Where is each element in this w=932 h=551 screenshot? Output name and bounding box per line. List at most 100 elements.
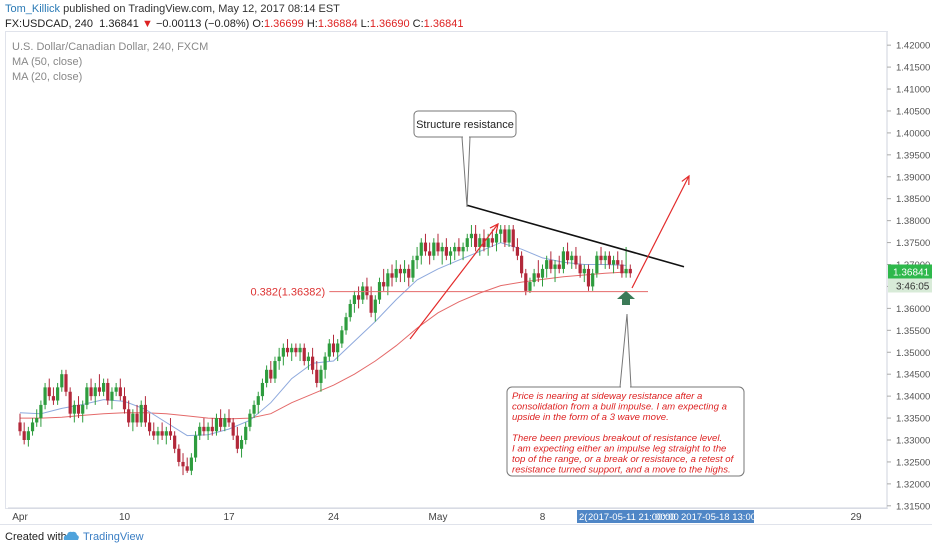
candle-body <box>586 268 591 287</box>
candle-body <box>35 418 39 423</box>
candle-body <box>214 418 219 432</box>
candle-body <box>114 387 118 392</box>
candle-body <box>106 382 110 401</box>
candle-body <box>415 255 419 261</box>
candle-body <box>432 242 436 256</box>
candle-body <box>143 404 147 423</box>
candle-body <box>85 387 89 405</box>
candle-body <box>624 268 628 274</box>
candle-body <box>18 422 22 432</box>
candle-body <box>273 361 277 379</box>
candle-body <box>578 264 582 274</box>
price-tick-label: 1.41000 <box>896 85 930 96</box>
candle-body <box>298 347 302 353</box>
price-axis[interactable]: 1.42000 1.41500 1.41000 1.40500 1.40000 1.395… <box>886 32 932 512</box>
legend-ma20[interactable]: MA (20, close) <box>12 71 83 83</box>
candle-body <box>51 396 56 401</box>
time-tick-label: Apr <box>12 512 28 523</box>
tradingview-brand[interactable]: TradingView <box>83 531 144 543</box>
candle-body <box>319 369 323 383</box>
candle-body <box>620 264 624 274</box>
countdown-label: 3:46:05 <box>896 281 930 292</box>
candle-body <box>394 268 398 278</box>
candle-body <box>344 317 348 331</box>
note-line: consolidation from a bull impulse. I am … <box>512 402 727 413</box>
price-tick-label: 1.33000 <box>896 436 930 447</box>
time-tick-label: 10 <box>119 512 131 523</box>
candle-body <box>574 255 578 265</box>
price-tick-label: 1.35500 <box>896 326 930 337</box>
candle-body <box>193 435 198 458</box>
candle-body <box>499 229 503 234</box>
candle-body <box>60 374 64 388</box>
candle-body <box>444 246 448 256</box>
candle-body <box>281 347 285 357</box>
candle-body <box>294 347 298 353</box>
symbol-label: FX:USDCAD, 240 <box>5 18 94 30</box>
price-tick-label: 1.31500 <box>896 501 930 512</box>
candle-body <box>361 286 365 300</box>
ohlc-line: FX:USDCAD, 240 1.36841 ▼ −0.00113 (−0.08… <box>5 18 463 30</box>
projection-arrow-head <box>681 174 690 186</box>
candle-body <box>440 246 444 252</box>
candle-body <box>557 264 561 269</box>
chart-header: Tom_Killick published on TradingView.com… <box>0 0 932 31</box>
candle-body <box>39 404 43 419</box>
change-value: −0.00113 (−0.08%) <box>155 18 250 30</box>
projection-arrow <box>631 175 690 289</box>
candle-body <box>30 422 35 432</box>
candle-body <box>532 273 536 283</box>
candle-body <box>348 304 352 318</box>
candle-body <box>181 461 185 467</box>
candle-body <box>202 426 206 432</box>
candle-body <box>478 238 482 247</box>
candle-body <box>595 255 599 274</box>
legend-ma50[interactable]: MA (50, close) <box>12 56 83 68</box>
publish-line: Tom_Killick published on TradingView.com… <box>5 3 340 15</box>
candle-body <box>611 260 616 265</box>
time-axis[interactable]: Apr101724May829122(2017-05-11 21:00:0000… <box>8 507 932 523</box>
candle-body <box>436 242 440 252</box>
candle-body <box>419 242 423 256</box>
candle-body <box>173 435 177 449</box>
candle-body <box>457 246 461 252</box>
candle-body <box>511 229 515 247</box>
candle-body <box>131 413 135 423</box>
candle-body <box>628 268 632 274</box>
high-label: H: <box>306 18 318 30</box>
price-tick-label: 1.40000 <box>896 128 930 139</box>
candle-body <box>97 387 102 392</box>
candles <box>18 225 632 476</box>
candle-body <box>56 387 60 401</box>
drawings[interactable]: Structure resistance Price is nearing at … <box>409 110 745 477</box>
time-tick-label: 29 <box>850 512 862 523</box>
price-tick-label: 1.34000 <box>896 392 930 403</box>
candle-body <box>206 426 210 432</box>
time-tick-label: 17 <box>223 512 235 523</box>
candle-body <box>331 343 336 353</box>
candle-body <box>189 457 193 471</box>
price-tick-label: 1.39000 <box>896 172 930 183</box>
candle-body <box>486 238 490 247</box>
candle-body <box>461 246 465 252</box>
candle-body <box>453 246 457 252</box>
candle-body <box>469 233 474 239</box>
candle-body <box>89 387 93 397</box>
time-tick-label: 8 <box>540 512 546 523</box>
price-tick-label: 1.33500 <box>896 414 930 425</box>
author-link[interactable]: Tom_Killick <box>5 3 61 15</box>
impulse-arrow-head <box>489 222 499 233</box>
candle-body <box>248 413 252 427</box>
candle-body <box>118 387 122 397</box>
price-tick-label: 1.39500 <box>896 150 930 161</box>
candle-body <box>160 431 164 436</box>
candle-body <box>377 282 382 300</box>
impulse-arrow <box>409 223 499 340</box>
candle-body <box>549 260 553 269</box>
time-crosshair-label: 2017-05-18 13:00:00 <box>681 512 769 523</box>
price-tick-label: 1.38500 <box>896 194 930 205</box>
candle-body <box>93 387 97 397</box>
candle-body <box>265 369 269 383</box>
candle-body <box>269 369 273 379</box>
